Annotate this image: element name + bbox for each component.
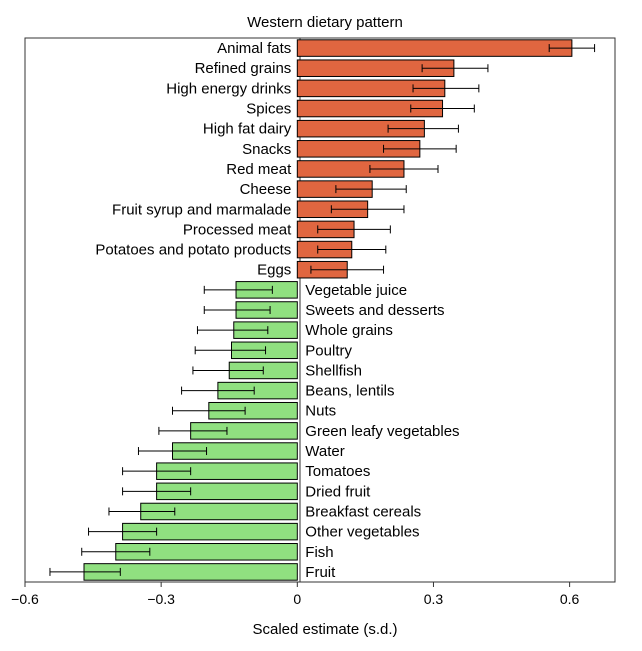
error-bar [310,265,385,274]
category-label: Breakfast cereals [305,503,421,520]
error-bar [108,507,176,516]
error-bar [181,386,255,395]
error-bar [317,245,387,254]
x-tick-label: 0.6 [560,591,580,607]
category-label: Animal fats [217,40,291,57]
error-bar [548,44,596,53]
category-label: Red meat [226,161,292,178]
category-label: Green leafy vegetables [305,423,459,440]
category-label: Dried fruit [305,483,371,500]
category-label: High fat dairy [203,121,292,138]
x-tick-label: −0.6 [11,591,39,607]
category-label: Shellfish [305,362,362,379]
category-label: Fish [305,544,333,561]
category-label: Eggs [257,262,291,279]
x-axis: −0.6 −0.3 0 0.3 0.6 [11,582,580,607]
category-label: Refined grains [195,60,292,77]
chart-title: Western dietary pattern [247,14,403,31]
category-label: Other vegetables [305,524,419,541]
error-bar [192,366,264,375]
error-bar [122,467,192,476]
category-label: Spices [246,101,291,118]
error-bar [387,124,459,133]
error-bar [203,306,271,314]
x-tick-label: −0.3 [147,591,175,607]
x-tick-label: 0 [293,591,301,607]
category-label: Nuts [305,403,336,420]
x-tick-label: 0.3 [424,591,444,607]
error-bar [203,285,273,294]
category-label: Poultry [305,342,352,359]
plot-frame [24,37,616,583]
error-bar [122,487,192,496]
category-labels-group: Animal fats Refined grains High energy dri… [95,40,459,581]
error-bar [194,346,267,355]
category-label: Fruit [305,564,336,581]
category-label: Tomatoes [305,463,370,480]
error-bar [421,64,489,73]
error-bar [196,326,269,335]
error-bar [158,426,228,435]
category-label: High energy drinks [166,80,291,97]
error-bar [412,84,480,93]
error-bars-group [49,44,596,576]
error-bar [49,567,121,576]
error-bar [383,144,457,153]
error-bar [335,185,407,194]
category-label: Cheese [240,181,292,198]
category-label: Sweets and desserts [305,302,444,319]
category-label: Processed meat [183,221,292,238]
error-bar [137,447,208,456]
category-label: Vegetable juice [305,282,407,299]
category-label: Fruit syrup and marmalade [112,201,291,218]
x-axis-label: Scaled estimate (s.d.) [252,621,397,638]
error-bar [172,406,246,415]
error-bar [369,164,439,173]
category-label: Snacks [242,141,291,158]
category-label: Water [305,443,344,460]
error-bar [81,547,151,556]
error-bar [317,225,391,234]
category-label: Potatoes and potato products [95,242,291,259]
error-bar [410,104,475,113]
error-bar [88,527,158,536]
category-label: Beans, lentils [305,383,394,400]
bar [296,39,573,57]
category-label: Whole grains [305,322,393,339]
error-bar [330,205,405,214]
